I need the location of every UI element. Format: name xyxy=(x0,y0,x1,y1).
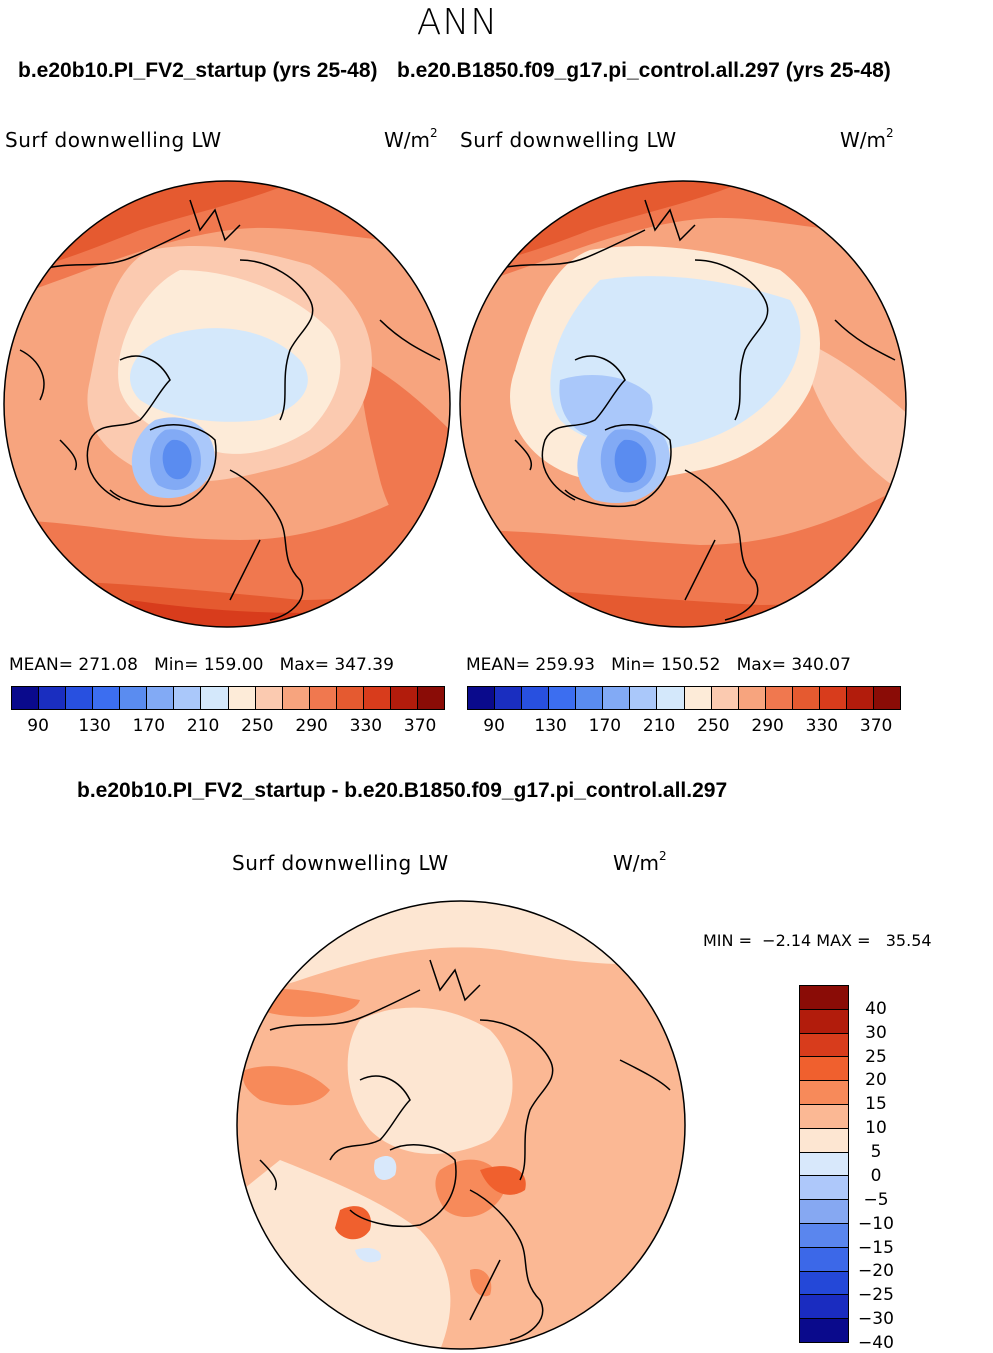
right-case-title: b.e20.B1850.f09_g17.pi_control.all.297 (… xyxy=(397,59,891,82)
colorbar-tick-label: 250 xyxy=(697,716,730,736)
colorbar-swatch xyxy=(174,687,202,709)
diff-colorbar xyxy=(799,985,849,1343)
colorbar-tick-label: 210 xyxy=(642,716,676,736)
right-units-label: W/m2 xyxy=(840,126,894,152)
season-title: ANN xyxy=(416,2,499,43)
colorbar-swatch xyxy=(800,1200,848,1224)
colorbar-swatch xyxy=(800,1152,848,1177)
right-colorbar xyxy=(467,686,901,710)
colorbar-label: −10 xyxy=(858,1213,894,1234)
colorbar-tick-label: 90 xyxy=(27,716,49,736)
right-variable-label: Surf downwelling LW xyxy=(460,128,677,152)
colorbar-swatch xyxy=(120,687,148,709)
colorbar-swatch xyxy=(800,1104,848,1129)
colorbar-swatch xyxy=(800,1223,848,1248)
difference-title: b.e20b10.PI_FV2_startup - b.e20.B1850.f0… xyxy=(77,779,728,802)
colorbar-swatch xyxy=(800,1271,848,1296)
colorbar-swatch xyxy=(363,687,391,709)
left-colorbar xyxy=(11,686,445,710)
colorbar-swatch xyxy=(549,687,577,709)
colorbar-swatch xyxy=(201,687,229,709)
colorbar-tick-label: 330 xyxy=(805,716,839,736)
colorbar-swatch xyxy=(765,687,793,709)
colorbar-tick-label: 170 xyxy=(132,716,166,736)
colorbar-swatch xyxy=(576,687,604,709)
colorbar-swatch xyxy=(336,687,364,709)
colorbar-swatch xyxy=(711,687,739,709)
colorbar-swatch xyxy=(630,687,658,709)
colorbar-label: −40 xyxy=(858,1333,894,1353)
colorbar-tick-label: 330 xyxy=(349,716,383,736)
colorbar-swatch xyxy=(800,1033,848,1058)
colorbar-label: 25 xyxy=(865,1046,887,1067)
colorbar-swatch xyxy=(309,687,337,709)
colorbar-swatch xyxy=(738,687,766,709)
colorbar-label: −15 xyxy=(858,1237,894,1258)
colorbar-swatch xyxy=(800,1319,848,1342)
left-units-label: W/m2 xyxy=(384,126,438,152)
colorbar-swatch xyxy=(93,687,121,709)
colorbar-swatch xyxy=(800,1176,848,1201)
colorbar-label: 15 xyxy=(865,1094,887,1115)
colorbar-swatch xyxy=(147,687,175,709)
colorbar-swatch xyxy=(657,687,685,709)
colorbar-swatch xyxy=(800,1247,848,1272)
colorbar-label: −5 xyxy=(863,1189,889,1210)
colorbar-swatch xyxy=(603,687,631,709)
colorbar-tick-label: 130 xyxy=(534,716,567,736)
colorbar-tick-label: 290 xyxy=(751,716,784,736)
colorbar-swatch xyxy=(468,687,496,709)
colorbar-swatch xyxy=(800,1081,848,1105)
colorbar-swatch xyxy=(800,1295,848,1320)
colorbar-swatch xyxy=(800,1009,848,1034)
colorbar-tick-label: 170 xyxy=(588,716,622,736)
colorbar-label: 40 xyxy=(865,998,887,1019)
colorbar-label: 10 xyxy=(865,1118,887,1139)
left-stats: MEAN= 271.08 Min= 159.00 Max= 347.39 xyxy=(9,655,394,675)
right-stats: MEAN= 259.93 Min= 150.52 Max= 340.07 xyxy=(466,655,851,675)
colorbar-label: −25 xyxy=(858,1285,894,1306)
colorbar-tick-label: 90 xyxy=(483,716,505,736)
diff-minmax: MIN = −2.14 MAX = 35.54 xyxy=(703,931,932,950)
colorbar-swatch xyxy=(495,687,523,709)
colorbar-swatch xyxy=(800,1128,848,1153)
colorbar-swatch xyxy=(228,687,256,709)
colorbar-swatch xyxy=(12,687,40,709)
colorbar-tick-label: 370 xyxy=(859,716,893,736)
colorbar-swatch xyxy=(819,687,847,709)
colorbar-tick-label: 370 xyxy=(403,716,437,736)
colorbar-swatch xyxy=(792,687,820,709)
colorbar-tick-label: 250 xyxy=(241,716,274,736)
colorbar-swatch xyxy=(522,687,550,709)
colorbar-swatch xyxy=(255,687,283,709)
colorbar-tick-label: 290 xyxy=(295,716,328,736)
colorbar-label: 30 xyxy=(865,1022,887,1043)
colorbar-label: −20 xyxy=(858,1261,894,1282)
colorbar-swatch xyxy=(846,687,874,709)
left-case-title: b.e20b10.PI_FV2_startup (yrs 25-48) xyxy=(18,59,378,82)
colorbar-swatch xyxy=(800,986,848,1010)
colorbar-swatch xyxy=(39,687,67,709)
diff-units-label: W/m2 xyxy=(613,849,667,875)
colorbar-swatch xyxy=(390,687,418,709)
colorbar-swatch xyxy=(66,687,94,709)
colorbar-tick-label: 210 xyxy=(186,716,220,736)
colorbar-tick-label: 130 xyxy=(78,716,111,736)
colorbar-label: 20 xyxy=(865,1070,887,1091)
colorbar-swatch xyxy=(684,687,712,709)
colorbar-swatch xyxy=(417,687,444,709)
colorbar-swatch xyxy=(282,687,310,709)
colorbar-swatch xyxy=(873,687,900,709)
colorbar-label: 5 xyxy=(870,1142,882,1163)
colorbar-swatch xyxy=(800,1057,848,1082)
colorbar-label: −30 xyxy=(858,1309,894,1330)
left-variable-label: Surf downwelling LW xyxy=(5,128,222,152)
colorbar-label: 0 xyxy=(870,1165,882,1186)
diff-variable-label: Surf downwelling LW xyxy=(232,851,449,875)
